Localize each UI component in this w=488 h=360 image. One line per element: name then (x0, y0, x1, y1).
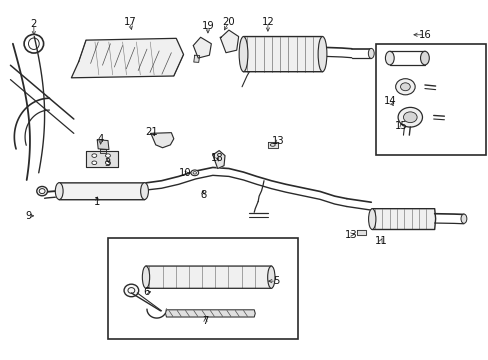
Text: 20: 20 (222, 17, 235, 27)
Text: 17: 17 (123, 17, 136, 27)
Text: 19: 19 (201, 21, 214, 31)
Ellipse shape (267, 266, 274, 288)
Bar (108, 238, 298, 338)
Text: 4: 4 (97, 134, 103, 144)
Text: 6: 6 (142, 287, 149, 297)
Text: 1: 1 (94, 197, 100, 207)
Polygon shape (144, 266, 272, 288)
Polygon shape (71, 39, 183, 78)
Ellipse shape (403, 112, 416, 123)
Ellipse shape (395, 79, 414, 95)
Text: 21: 21 (145, 127, 158, 136)
Text: 14: 14 (383, 96, 395, 106)
Polygon shape (220, 30, 238, 53)
Polygon shape (193, 55, 199, 62)
Ellipse shape (55, 183, 63, 199)
Ellipse shape (190, 170, 198, 176)
Ellipse shape (92, 161, 97, 165)
Ellipse shape (105, 161, 110, 165)
Polygon shape (370, 209, 435, 229)
Text: 13: 13 (272, 136, 285, 145)
Ellipse shape (385, 51, 393, 65)
Ellipse shape (141, 183, 148, 199)
Ellipse shape (92, 154, 97, 157)
Text: 5: 5 (272, 276, 279, 286)
Polygon shape (242, 37, 323, 72)
Text: 10: 10 (178, 168, 191, 178)
Polygon shape (193, 37, 211, 58)
Text: 12: 12 (261, 17, 274, 27)
Ellipse shape (368, 209, 375, 229)
Polygon shape (212, 150, 224, 168)
Ellipse shape (367, 48, 373, 58)
Ellipse shape (420, 51, 428, 65)
Text: 18: 18 (211, 153, 224, 163)
Polygon shape (100, 149, 105, 153)
Ellipse shape (460, 214, 466, 224)
Ellipse shape (397, 107, 422, 127)
Ellipse shape (142, 266, 149, 288)
Ellipse shape (239, 37, 247, 72)
Text: 7: 7 (202, 316, 208, 325)
Text: 9: 9 (26, 211, 32, 221)
Polygon shape (58, 183, 146, 200)
Text: 15: 15 (394, 121, 407, 131)
Polygon shape (97, 140, 109, 149)
Text: 2: 2 (31, 19, 37, 29)
Polygon shape (151, 133, 173, 148)
Polygon shape (267, 142, 277, 148)
Text: 16: 16 (418, 30, 430, 40)
Polygon shape (165, 310, 255, 317)
Text: 3: 3 (103, 158, 110, 168)
Ellipse shape (105, 154, 110, 157)
Ellipse shape (124, 284, 139, 297)
Text: 8: 8 (200, 190, 206, 200)
Bar (375, 44, 485, 155)
Polygon shape (356, 230, 366, 234)
Ellipse shape (37, 186, 47, 196)
Ellipse shape (400, 83, 409, 91)
Text: 13: 13 (344, 230, 356, 239)
Ellipse shape (318, 37, 326, 72)
Text: 11: 11 (374, 236, 386, 246)
Polygon shape (86, 151, 118, 167)
